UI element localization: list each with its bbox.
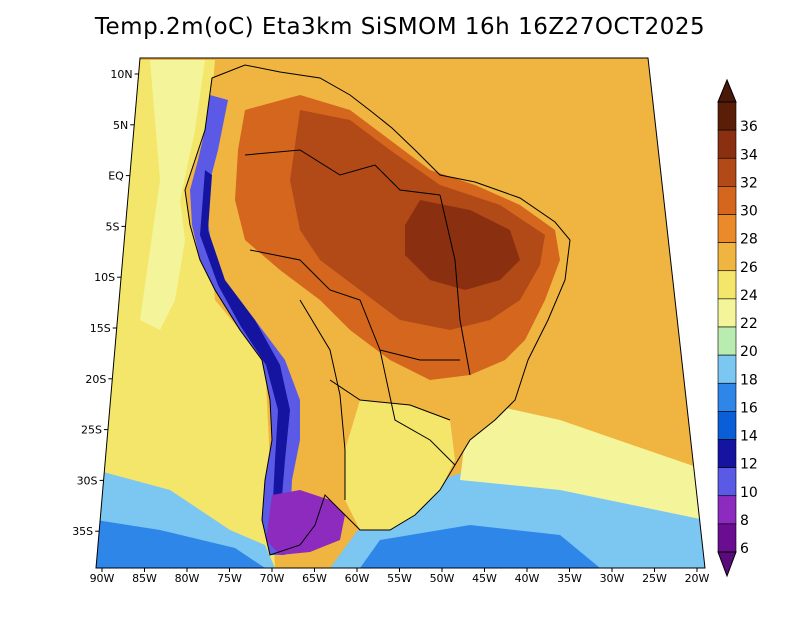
lon-tick-label: 90W <box>90 572 115 585</box>
lon-tick-label: 60W <box>345 572 370 585</box>
colorbar-segment <box>717 439 737 468</box>
lon-tick-label: 50W <box>430 572 455 585</box>
colorbar-label: 30 <box>740 204 758 220</box>
colorbar-label: 22 <box>740 316 758 332</box>
colorbar-segment <box>717 157 737 187</box>
pacific-cool-fill <box>140 60 205 330</box>
lon-tick-label: 65W <box>302 572 327 585</box>
atlantic-colder-fill <box>360 525 600 568</box>
lon-tick-label: 70W <box>260 572 285 585</box>
colorbar-label: 24 <box>740 288 758 304</box>
colorbar-label: 12 <box>740 457 758 473</box>
lon-tick-label: 30W <box>600 572 625 585</box>
andes-high-fill <box>200 170 290 520</box>
lon-tick-label: 25W <box>642 572 667 585</box>
lat-tick-label: 5N <box>113 119 128 132</box>
colorbar-segment <box>717 354 737 384</box>
colorbar-segment <box>717 467 737 497</box>
page-title: Temp.2m(oC) Eta3km SiSMOM 16h 16Z27OCT20… <box>94 14 706 40</box>
lon-tick-label: 45W <box>472 572 497 585</box>
lat-tick-label: 25S <box>81 424 102 437</box>
pacific-mild-fill <box>96 60 275 568</box>
lat-tick-label: 10N <box>110 68 132 81</box>
colorbar-segment <box>717 326 737 356</box>
lat-tick-label: 15S <box>90 322 111 335</box>
colorbar-segment <box>717 411 737 440</box>
colorbar-segment <box>717 495 737 525</box>
lon-tick-label: 85W <box>132 572 157 585</box>
colorbar-label: 8 <box>740 513 749 529</box>
colorbar-segment <box>717 186 737 215</box>
colorbar-label: 18 <box>740 372 758 388</box>
colorbar-label: 20 <box>740 344 758 360</box>
colorbar-label: 14 <box>740 429 758 445</box>
colorbar-segment <box>717 101 737 131</box>
colorbar-segment <box>717 523 737 553</box>
colorbar-segment <box>717 298 737 328</box>
south-land-mild-fill <box>345 400 455 530</box>
pacific-colder-fill <box>96 520 265 568</box>
lon-tick-label: 55W <box>387 572 412 585</box>
colorbar-label: 34 <box>740 147 758 163</box>
lon-tick-label: 80W <box>175 572 200 585</box>
lon-tick-label: 35W <box>557 572 582 585</box>
longitude-axis: 90W 85W 80W 75W 70W 65W 60W 55W 50W 45W 40W 35W 30W 2… <box>90 568 710 585</box>
lon-tick-label: 20W <box>685 572 710 585</box>
country-borders <box>184 64 571 556</box>
colorbar-segment <box>717 270 737 300</box>
colorbar-label: 32 <box>740 175 758 191</box>
colorbar-segment <box>717 242 737 272</box>
colorbar-over-triangle <box>717 78 737 103</box>
lat-tick-label: 10S <box>94 271 115 284</box>
interior-extreme-fill <box>405 200 520 290</box>
colorbar-under-triangle <box>717 551 737 578</box>
lon-tick-label: 75W <box>217 572 242 585</box>
colorbar-segment <box>717 129 737 159</box>
lat-tick-label: 20S <box>85 373 106 386</box>
lat-tick-label: EQ <box>108 170 124 183</box>
colorbar-label: 28 <box>740 232 758 248</box>
lat-tick-label: 5S <box>105 220 119 233</box>
colorbar-segment <box>717 382 737 412</box>
colorbar-label: 6 <box>740 541 749 557</box>
map-frame <box>95 57 706 569</box>
lat-tick-label: 35S <box>72 525 93 538</box>
colorbar-label: 10 <box>740 485 758 501</box>
lat-tick-label: 30S <box>77 474 98 487</box>
atlantic-mild-fill <box>460 400 705 520</box>
colorbar-segment <box>717 214 737 243</box>
colorbar: 6 8 10 12 14 16 18 20 22 24 26 28 30 32 34 36 <box>717 78 758 578</box>
colorbar-label: 36 <box>740 119 758 135</box>
colorbar-label: 16 <box>740 400 758 416</box>
patagonia-cold-fill <box>266 490 345 555</box>
latitude-axis: 10N 5N EQ 5S 10S 15S 20S 25S 30S 35S <box>72 68 139 538</box>
colorbar-label: 26 <box>740 260 758 276</box>
lon-tick-label: 40W <box>515 572 540 585</box>
